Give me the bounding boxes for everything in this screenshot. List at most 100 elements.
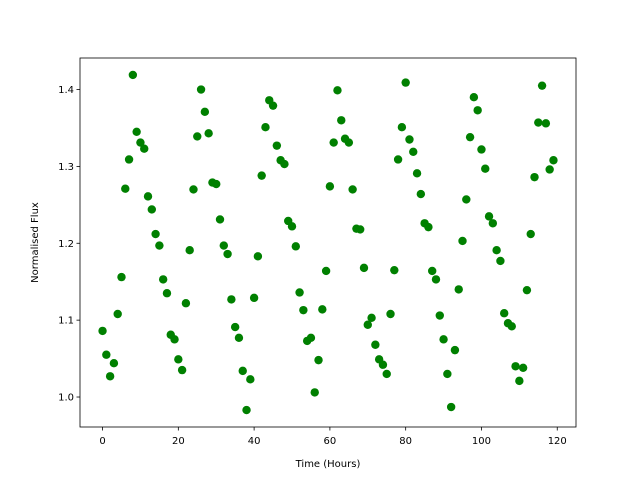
- point: [117, 272, 126, 282]
- point: [405, 135, 414, 144]
- y-tick-label: 1.2: [58, 239, 74, 250]
- point: [409, 147, 418, 156]
- point: [371, 340, 380, 349]
- point: [443, 369, 452, 379]
- point: [193, 132, 202, 141]
- y-tick-label: 1.0: [58, 393, 74, 404]
- point: [200, 107, 210, 117]
- point: [344, 138, 354, 147]
- point: [465, 132, 475, 142]
- point: [257, 171, 266, 180]
- point: [530, 172, 539, 182]
- point: [446, 402, 456, 412]
- point: [496, 256, 505, 266]
- point: [454, 285, 463, 294]
- point: [113, 309, 122, 319]
- point: [223, 249, 232, 259]
- point: [234, 333, 244, 343]
- y-tick-label: 1.1: [58, 316, 74, 327]
- point: [219, 241, 228, 250]
- point: [367, 313, 376, 323]
- point: [253, 252, 263, 261]
- point: [412, 169, 422, 178]
- point: [215, 215, 225, 224]
- x-tick-label: 100: [472, 436, 491, 447]
- point: [435, 311, 444, 320]
- point: [484, 212, 494, 221]
- point: [492, 245, 501, 255]
- point: [511, 362, 520, 371]
- point: [143, 192, 153, 201]
- x-tick-label: 120: [548, 436, 567, 447]
- point: [515, 376, 524, 386]
- point: [121, 184, 130, 193]
- point: [469, 93, 479, 102]
- point: [431, 275, 441, 284]
- point: [174, 355, 183, 364]
- point: [537, 81, 547, 90]
- point: [189, 185, 198, 194]
- point: [378, 360, 388, 369]
- point: [401, 78, 410, 87]
- point: [212, 179, 221, 189]
- x-axis-label: Time (Hours): [295, 459, 361, 470]
- point: [280, 159, 289, 169]
- point: [227, 295, 236, 304]
- x-tick-label: 20: [172, 436, 185, 447]
- point: [102, 350, 111, 359]
- point: [109, 358, 119, 368]
- point: [310, 388, 319, 397]
- point: [321, 266, 331, 276]
- point: [488, 219, 498, 228]
- point: [481, 164, 490, 173]
- point: [291, 242, 300, 251]
- point: [439, 335, 448, 344]
- point: [124, 155, 134, 164]
- point: [390, 265, 399, 275]
- point: [204, 129, 213, 138]
- point: [359, 263, 369, 273]
- point: [162, 289, 172, 298]
- point: [98, 326, 107, 336]
- point: [363, 320, 372, 329]
- point: [462, 195, 471, 204]
- point: [140, 144, 149, 153]
- point: [450, 345, 460, 355]
- point: [128, 70, 138, 80]
- y-tick-label: 1.4: [58, 85, 74, 96]
- point: [549, 156, 558, 165]
- point: [246, 375, 255, 384]
- point: [261, 122, 270, 132]
- point: [147, 205, 157, 214]
- point: [177, 365, 187, 375]
- point: [382, 369, 391, 379]
- point: [318, 305, 327, 314]
- point: [295, 288, 304, 297]
- point: [337, 116, 346, 125]
- point: [272, 141, 282, 150]
- point: [181, 299, 191, 308]
- point: [522, 285, 532, 295]
- point: [473, 106, 482, 115]
- point: [477, 145, 486, 154]
- point: [238, 366, 247, 376]
- point: [185, 245, 194, 255]
- point: [356, 225, 365, 234]
- x-tick-label: 80: [399, 436, 412, 447]
- point: [230, 322, 240, 332]
- point: [287, 222, 297, 231]
- point: [249, 293, 259, 303]
- point: [397, 122, 407, 132]
- point: [518, 363, 528, 373]
- point: [545, 165, 554, 174]
- point: [136, 138, 145, 147]
- point: [348, 185, 357, 194]
- y-tick-label: 1.3: [58, 162, 74, 173]
- point: [428, 266, 437, 276]
- point: [299, 305, 308, 315]
- point: [507, 322, 516, 331]
- point: [386, 309, 395, 319]
- point: [333, 86, 342, 95]
- point: [132, 127, 141, 136]
